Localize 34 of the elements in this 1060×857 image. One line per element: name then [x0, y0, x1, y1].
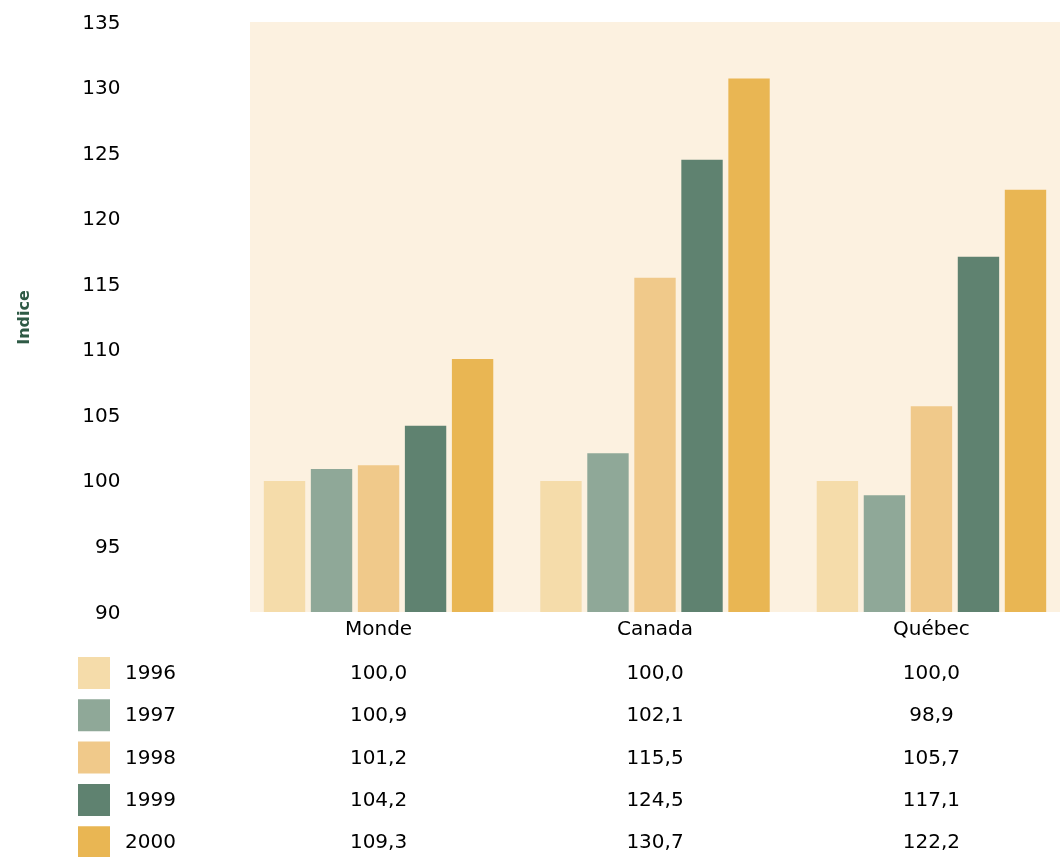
y-tick-label: 125: [82, 140, 121, 165]
y-axis-title: Indice: [14, 290, 34, 345]
data-label: 115,5: [626, 744, 684, 769]
data-label: 130,7: [626, 829, 684, 854]
y-tick-label: 95: [95, 533, 121, 558]
y-tick-label: 100: [82, 468, 121, 493]
legend-label: 1998: [125, 744, 176, 769]
legend-label: 2000: [125, 829, 176, 854]
y-tick-label: 130: [82, 75, 121, 100]
data-label: 98,9: [909, 702, 954, 727]
data-label: 101,2: [349, 744, 408, 769]
data-label: 102,1: [626, 702, 684, 727]
data-label: 122,2: [902, 829, 961, 854]
legend-label: 1997: [125, 702, 176, 727]
x-tick-label: Québec: [893, 615, 970, 640]
data-label: 100,0: [349, 660, 408, 684]
y-tick-label: 120: [82, 206, 121, 231]
x-tick-label: Monde: [344, 615, 413, 640]
data-label: 100,0: [902, 660, 961, 684]
y-tick-label: 105: [82, 402, 121, 427]
data-label: 124,5: [626, 786, 684, 811]
data-label: 100,0: [626, 660, 684, 684]
y-tick-label: 90: [95, 599, 121, 624]
data-label: 104,2: [349, 786, 408, 811]
data-label: 117,1: [902, 786, 961, 811]
y-tick-label: 110: [82, 337, 121, 362]
data-label: 100,9: [349, 702, 408, 727]
x-tick-label: Canada: [616, 615, 694, 640]
legend-label: 1996: [125, 660, 176, 684]
data-label: 105,7: [902, 744, 961, 769]
data-label: 109,3: [349, 829, 408, 854]
y-tick-label: 115: [82, 271, 121, 296]
legend-label: 1999: [125, 786, 176, 811]
y-tick-label: 135: [82, 9, 121, 34]
